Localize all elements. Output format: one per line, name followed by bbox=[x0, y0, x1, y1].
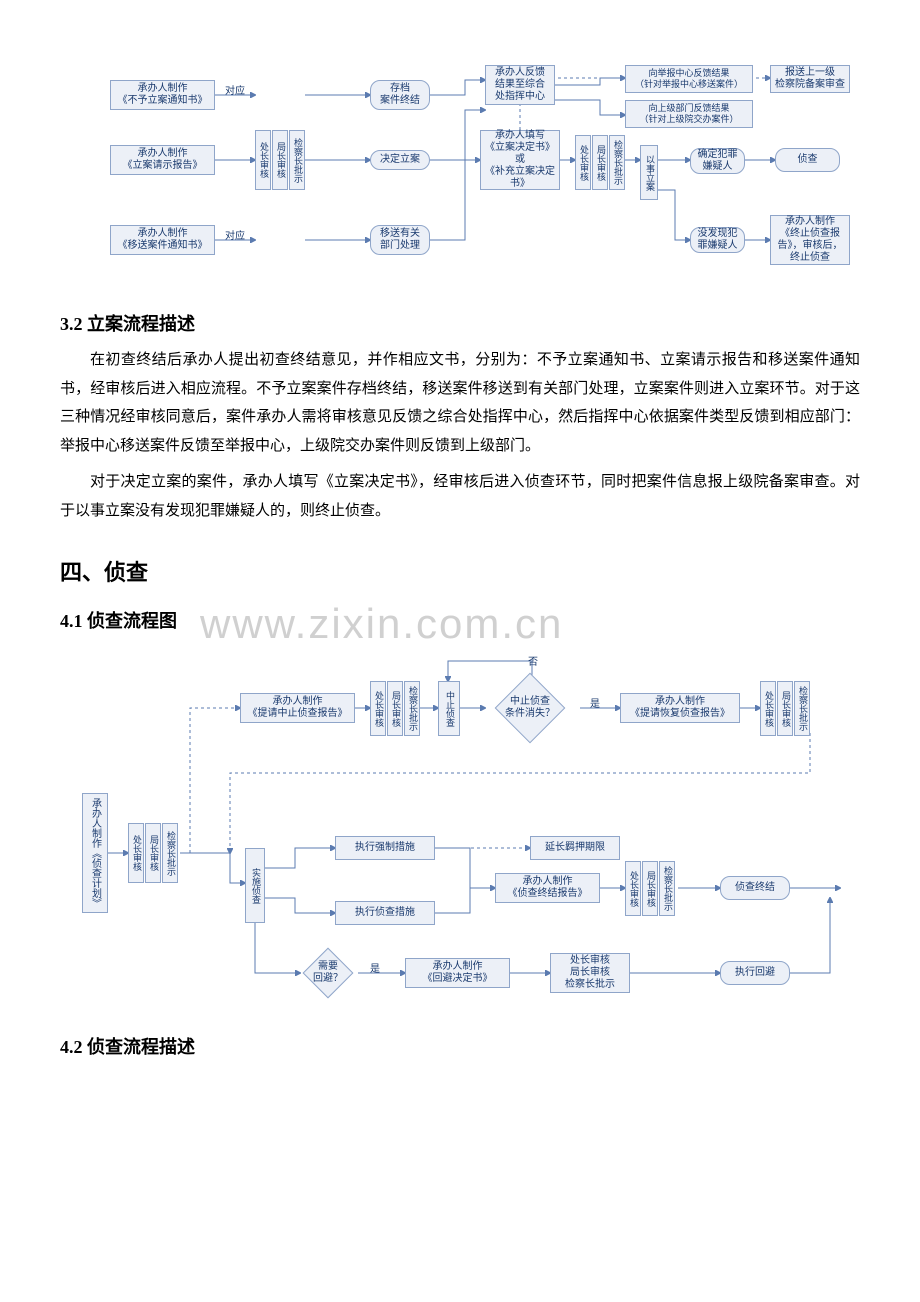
box-appr2a: 处长审核 bbox=[575, 135, 591, 190]
box-apr2b: 局长审核 bbox=[387, 681, 403, 736]
box-n11: 确定犯罪嫌疑人 bbox=[690, 148, 745, 174]
box-n15: 承办人制作《终止侦查报告》，审核后，终止侦查 bbox=[770, 215, 850, 265]
para-32-2: 对于决定立案的案件，承办人填写《立案决定书》，经审核后进入侦查环节，同时把案件信… bbox=[60, 468, 860, 525]
lbl-dy2: 对应 bbox=[225, 227, 245, 242]
lbl-yes1: 是 bbox=[590, 695, 600, 710]
box-n14: 侦查 bbox=[775, 148, 840, 172]
box-apr2c: 检察长批示 bbox=[404, 681, 420, 736]
box-m2: 承办人制作《提请中止侦查报告》 bbox=[240, 693, 355, 723]
box-m1: 承办人制作《侦查计划》 bbox=[82, 793, 108, 913]
box-m11: 承办人制作《回避决定书》 bbox=[405, 958, 510, 988]
box-n4: 存档案件终结 bbox=[370, 80, 430, 110]
box-m3: 中止侦查 bbox=[438, 681, 460, 736]
heading-41: 4.1 侦查流程图 bbox=[60, 607, 860, 633]
box-m9: 承办人制作《侦查终结报告》 bbox=[495, 873, 600, 903]
box-n6: 移送有关部门处理 bbox=[370, 225, 430, 255]
box-apr4b: 局长审核 bbox=[642, 861, 658, 916]
box-m8: 延长羁押期限 bbox=[530, 836, 620, 860]
flowchart-2: 承办人制作《侦查计划》 处长审核 局长审核 检察长批示 承办人制作《提请中止侦查… bbox=[70, 653, 850, 1013]
heading-42: 4.2 侦查流程描述 bbox=[60, 1033, 860, 1059]
box-appr1b: 局长审核 bbox=[272, 130, 288, 190]
box-m7: 执行侦查措施 bbox=[335, 901, 435, 925]
box-apr4c: 检察长批示 bbox=[659, 861, 675, 916]
box-apr4a: 处长审核 bbox=[625, 861, 641, 916]
box-m10: 侦查终结 bbox=[720, 876, 790, 900]
lbl-dy1: 对应 bbox=[225, 82, 245, 97]
box-n13: 报送上一级检察院备案审查 bbox=[770, 65, 850, 93]
box-apr2a: 处长审核 bbox=[370, 681, 386, 736]
box-appr1c: 检察长批示 bbox=[289, 130, 305, 190]
box-n2: 承办人制作《立案请示报告》 bbox=[110, 145, 215, 175]
heading-32: 3.2 立案流程描述 bbox=[60, 310, 860, 336]
box-n10: 向上级部门反馈结果（针对上级院交办案件） bbox=[625, 100, 753, 128]
box-m5: 实施侦查 bbox=[245, 848, 265, 923]
box-n12: 没发现犯罪嫌疑人 bbox=[690, 227, 745, 253]
box-apr3a: 处长审核 bbox=[760, 681, 776, 736]
box-m6: 执行强制措施 bbox=[335, 836, 435, 860]
box-n1: 承办人制作《不予立案通知书》 bbox=[110, 80, 215, 110]
box-apr1c: 检察长批示 bbox=[162, 823, 178, 883]
box-n5: 决定立案 bbox=[370, 150, 430, 170]
box-yishi: 以事立案 bbox=[640, 145, 658, 200]
box-appr1a: 处长审核 bbox=[255, 130, 271, 190]
box-apr1a: 处长审核 bbox=[128, 823, 144, 883]
lbl-yes2: 是 bbox=[370, 960, 380, 975]
box-n7: 承办人反馈结果至综合处指挥中心 bbox=[485, 65, 555, 105]
box-n9: 向举报中心反馈结果（针对举报中心移送案件） bbox=[625, 65, 753, 93]
box-n3: 承办人制作《移送案件通知书》 bbox=[110, 225, 215, 255]
box-apr1b: 局长审核 bbox=[145, 823, 161, 883]
box-m12: 处长审核局长审核检察长批示 bbox=[550, 953, 630, 993]
flowchart-1: 承办人制作《不予立案通知书》 承办人制作《立案请示报告》 承办人制作《移送案件通… bbox=[80, 60, 860, 290]
heading-4: 四、侦查 bbox=[60, 555, 860, 587]
box-appr2b: 局长审核 bbox=[592, 135, 608, 190]
box-m4: 承办人制作《提请恢复侦查报告》 bbox=[620, 693, 740, 723]
box-n8: 承办人填写《立案决定书》或《补充立案决定书》 bbox=[480, 130, 560, 190]
lbl-no: 否 bbox=[528, 653, 538, 668]
box-m13: 执行回避 bbox=[720, 961, 790, 985]
diamond-d1-text: 中止侦查条件消失？ bbox=[490, 691, 570, 725]
para-32-1: 在初查终结后承办人提出初查终结意见，并作相应文书，分别为：不予立案通知书、立案请… bbox=[60, 346, 860, 460]
box-appr2c: 检察长批示 bbox=[609, 135, 625, 190]
box-apr3c: 检察长批示 bbox=[794, 681, 810, 736]
box-apr3b: 局长审核 bbox=[777, 681, 793, 736]
diamond-d2-text: 需要回避？ bbox=[298, 959, 358, 987]
